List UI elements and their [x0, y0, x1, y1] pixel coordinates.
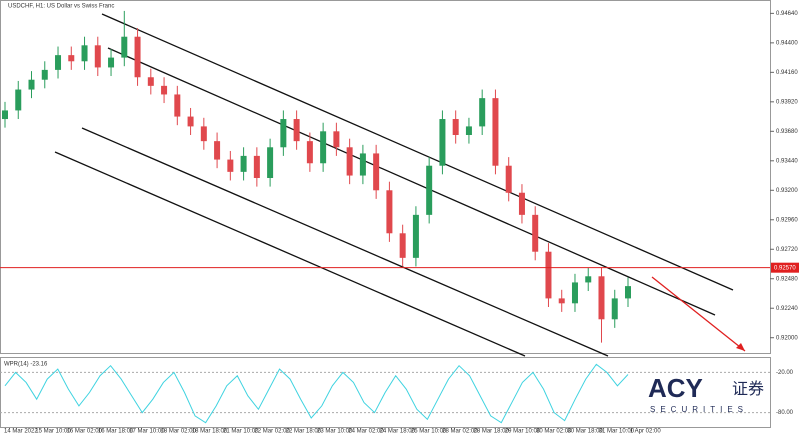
candle-body [320, 131, 327, 164]
candle-body [293, 119, 300, 142]
x-tick-label: 16 Mar 18:00 [98, 429, 134, 435]
candle-body [306, 141, 313, 164]
candle-body [399, 233, 406, 258]
candle-body [200, 126, 207, 142]
candle-body [214, 141, 221, 160]
candle-body [585, 276, 592, 283]
candle-body [359, 153, 366, 176]
x-tick-label: 22 Mar 02:00 [254, 429, 290, 435]
x-tick-label: 30 Mar 02:00 [536, 429, 572, 435]
candle-body [187, 116, 194, 127]
x-tick-label: 31 Mar 10:00 [599, 429, 635, 435]
candle-body [426, 165, 433, 215]
x-tick-label: 29 Mar 10:00 [505, 429, 541, 435]
x-tick-label: 28 Mar 18:00 [474, 429, 510, 435]
trend-lines [54, 13, 746, 357]
x-tick-label: 18 Mar 02:00 [161, 429, 197, 435]
y-tick-label: 0.92960 [776, 217, 798, 223]
price-label: 0.92570 [774, 265, 796, 271]
x-tick-label: 21 Mar 10:00 [223, 429, 259, 435]
y-tick-label: -20.00 [776, 370, 794, 376]
price-label-bg [771, 262, 799, 273]
candle-body [373, 153, 380, 191]
candle-body [55, 55, 62, 70]
candle-body [94, 45, 101, 68]
candle-body [465, 126, 472, 135]
y-tick-label: -80.00 [776, 410, 794, 416]
x-tick-label: 25 Mar 10:00 [411, 429, 447, 435]
candle-body [346, 147, 353, 176]
osc-title: WPR(14) -23.16 [4, 362, 48, 368]
candle-body [412, 214, 419, 258]
candle-body [41, 69, 48, 80]
y-tick-label: 0.94160 [776, 70, 798, 76]
chart-title: USDCHF, H1: US Dollar vs Swiss Franc [8, 4, 114, 10]
candle-body [267, 147, 274, 178]
y-tick-label: 0.93200 [776, 188, 798, 194]
logo: ACY 证券 SECURITIES [648, 373, 764, 414]
candle-body [452, 119, 459, 135]
candle-body [2, 110, 8, 120]
candle-body [280, 119, 287, 148]
x-tick-label: 15 Mar 10:00 [35, 429, 71, 435]
y-tick-label: 0.92480 [776, 276, 798, 282]
x-tick-label: 24 Mar 18:00 [380, 429, 416, 435]
candle-body [161, 85, 168, 95]
x-tick-label: 28 Mar 02:00 [442, 429, 478, 435]
candle-body [121, 36, 128, 58]
x-tick-label: 23 Mar 10:00 [317, 429, 353, 435]
candle-body [505, 165, 512, 193]
candle-body [386, 190, 393, 234]
candle-body [240, 155, 247, 172]
candle-body [81, 45, 88, 62]
candle-body [108, 57, 115, 68]
candle-body [532, 214, 539, 252]
candle-body [518, 192, 525, 215]
candle-body [439, 119, 446, 166]
y-tick-label: 0.92000 [776, 335, 798, 341]
y-tick-label: 0.92240 [776, 306, 798, 312]
y-tick-label: 0.93680 [776, 129, 798, 135]
y-tick-label: 0.94400 [776, 40, 798, 46]
y-tick-label: 0.93920 [776, 99, 798, 105]
candle-body [333, 131, 340, 148]
x-tick-label: 1 Apr 02:00 [630, 429, 661, 435]
x-tick-label: 24 Mar 02:00 [348, 429, 384, 435]
candle-body [571, 282, 578, 304]
osc-pane [0, 357, 771, 428]
logo-sub: SECURITIES [650, 405, 748, 414]
x-tick-label: 18 Mar 18:00 [192, 429, 228, 435]
x-tick-label: 30 Mar 18:00 [567, 429, 603, 435]
candle-body [68, 55, 75, 62]
x-tick-label: 22 Mar 18:00 [286, 429, 322, 435]
x-tick-label: 14 Mar 2022 [4, 429, 38, 435]
candle-body [227, 159, 234, 172]
logo-cn: 证券 [732, 380, 764, 398]
logo-brand: ACY [648, 373, 703, 403]
candle-body [598, 276, 605, 320]
y-tick-label: 0.94640 [776, 11, 798, 17]
candle-body [545, 251, 552, 299]
candle-body [15, 89, 22, 111]
candle-body [147, 77, 154, 86]
candle-body [479, 98, 486, 127]
candle-body [134, 36, 141, 78]
wpr-line [4, 363, 629, 424]
candle-body [28, 79, 35, 90]
candle-body [625, 286, 631, 299]
y-tick-label: 0.92720 [776, 247, 798, 253]
main-pane [0, 0, 771, 354]
x-tick-label: 17 Mar 10:00 [129, 429, 165, 435]
y-tick-label: 0.93440 [776, 158, 798, 164]
candle-body [174, 94, 181, 117]
candle-body [558, 298, 565, 304]
x-tick-label: 16 Mar 02:00 [67, 429, 103, 435]
candle-body [253, 155, 260, 178]
candle-body [611, 298, 618, 320]
candle-body [492, 98, 499, 166]
